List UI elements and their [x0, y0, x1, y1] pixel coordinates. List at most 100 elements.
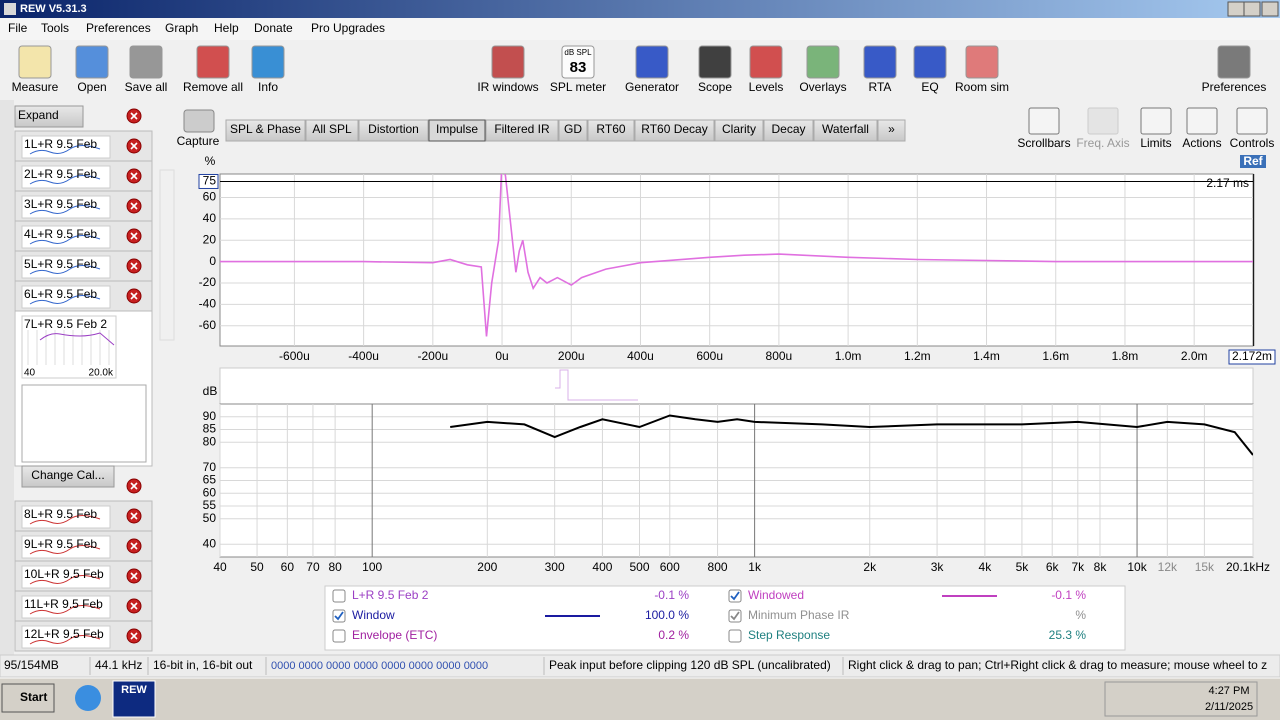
tab-label[interactable]: »	[888, 122, 895, 136]
tab[interactable]	[428, 119, 486, 142]
toolbar-icon[interactable]	[635, 45, 669, 79]
tab-label[interactable]: GD	[564, 122, 582, 136]
ref-label[interactable]: Ref	[1243, 154, 1263, 168]
tool-label[interactable]: Actions	[1182, 136, 1221, 150]
toolbar-label[interactable]: Info	[258, 80, 278, 94]
toolbar-icon[interactable]	[491, 45, 525, 79]
change-cal-button[interactable]	[21, 465, 115, 488]
tab[interactable]	[763, 119, 814, 142]
tab-label[interactable]: Waterfall	[822, 122, 869, 136]
toolbar-label[interactable]: Scope	[698, 80, 732, 94]
legend-name[interactable]: Minimum Phase IR	[748, 608, 850, 622]
toolbar-label[interactable]: Remove all	[183, 80, 243, 94]
legend-name[interactable]: L+R 9.5 Feb 2	[352, 588, 429, 602]
tool-icon[interactable]	[1028, 107, 1060, 135]
toolbar-icon[interactable]	[806, 45, 840, 79]
toolbar-label[interactable]: SPL meter	[550, 80, 606, 94]
toolbar-icon[interactable]	[75, 45, 109, 79]
toolbar-label[interactable]: Open	[77, 80, 106, 94]
legend-checkbox[interactable]	[332, 629, 346, 643]
toolbar-icon[interactable]	[129, 45, 163, 79]
menu-item[interactable]: Preferences	[86, 21, 151, 35]
legend-checkbox[interactable]	[728, 589, 742, 603]
legend-name[interactable]: Step Response	[748, 628, 830, 642]
expand-button[interactable]	[14, 105, 84, 128]
tool-label[interactable]: Controls	[1230, 136, 1275, 150]
legend-checkbox[interactable]	[728, 629, 742, 643]
toolbar-label[interactable]: Levels	[749, 80, 784, 94]
legend-checkbox[interactable]	[332, 589, 346, 603]
toolbar-label[interactable]: Save all	[125, 80, 168, 94]
toolbar-icon[interactable]	[913, 45, 947, 79]
toolbar-label[interactable]: Preferences	[1202, 80, 1267, 94]
tab[interactable]	[587, 119, 635, 142]
tab[interactable]	[558, 119, 588, 142]
start-label[interactable]: Start	[20, 690, 47, 704]
toolbar-icon[interactable]	[698, 45, 732, 79]
browser-icon[interactable]	[75, 685, 101, 711]
legend-checkbox[interactable]	[332, 609, 346, 623]
toolbar-icon[interactable]	[863, 45, 897, 79]
tab[interactable]	[634, 119, 715, 142]
toolbar-label[interactable]: EQ	[921, 80, 938, 94]
legend-name[interactable]: Window	[352, 608, 395, 622]
tool-label[interactable]: Limits	[1140, 136, 1171, 150]
toolbar-icon[interactable]	[965, 45, 999, 79]
tab-label[interactable]: Decay	[771, 122, 805, 136]
toolbar-icon[interactable]	[1217, 45, 1251, 79]
toolbar-label[interactable]: Overlays	[799, 80, 846, 94]
menu-item[interactable]: File	[8, 21, 28, 35]
tab-label[interactable]: RT60 Decay	[641, 122, 707, 136]
toolbar-icon[interactable]	[251, 45, 285, 79]
tab[interactable]	[813, 119, 878, 142]
tool-icon[interactable]	[1140, 107, 1172, 135]
menu-item[interactable]: Tools	[41, 21, 69, 35]
tab-label[interactable]: SPL & Phase	[230, 122, 301, 136]
tool-label[interactable]: Scrollbars	[1017, 136, 1070, 150]
tab[interactable]	[305, 119, 359, 142]
tab-label[interactable]: Distortion	[368, 122, 419, 136]
tab[interactable]	[225, 119, 306, 142]
menu-item[interactable]: Donate	[254, 21, 293, 35]
legend-checkbox[interactable]	[728, 609, 742, 623]
toolbar-icon[interactable]	[561, 45, 595, 79]
toolbar-label[interactable]: IR windows	[477, 80, 538, 94]
notes-box[interactable]	[21, 384, 147, 463]
toolbar-icon[interactable]	[18, 45, 52, 79]
capture-icon[interactable]	[183, 109, 215, 133]
tool-icon[interactable]	[1087, 107, 1119, 135]
toolbar-label[interactable]: RTA	[869, 80, 892, 94]
tab-label[interactable]: Clarity	[722, 122, 756, 136]
tab[interactable]	[877, 119, 906, 142]
menu-item[interactable]: Pro Upgrades	[311, 21, 385, 35]
toolbar-icon[interactable]	[196, 45, 230, 79]
minimize[interactable]	[1227, 1, 1245, 17]
close[interactable]	[1261, 1, 1279, 17]
tab[interactable]	[485, 119, 559, 142]
menu-item[interactable]: Graph	[165, 21, 198, 35]
tool-icon[interactable]	[1236, 107, 1268, 135]
capture-label[interactable]: Capture	[177, 134, 220, 148]
restore[interactable]	[1243, 1, 1261, 17]
start-button[interactable]	[1, 683, 55, 713]
tab-label[interactable]: Filtered IR	[494, 122, 550, 136]
expand-label[interactable]: Expand	[18, 108, 59, 122]
legend-name[interactable]: Envelope (ETC)	[352, 628, 437, 642]
change-cal-label[interactable]: Change Cal...	[31, 468, 104, 482]
ref-badge[interactable]	[1240, 155, 1266, 168]
tab-label[interactable]: All SPL	[312, 122, 352, 136]
toolbar-label[interactable]: Room sim	[955, 80, 1009, 94]
toolbar-label[interactable]: Generator	[625, 80, 679, 94]
tab[interactable]	[358, 119, 429, 142]
menu-item[interactable]: Help	[214, 21, 239, 35]
tool-label[interactable]: Freq. Axis	[1076, 136, 1129, 150]
tab[interactable]	[714, 119, 764, 142]
app-button[interactable]	[112, 680, 156, 718]
tool-icon[interactable]	[1186, 107, 1218, 135]
tab-label[interactable]: Impulse	[436, 122, 478, 136]
tab-label[interactable]: RT60	[596, 122, 625, 136]
toolbar-icon[interactable]	[749, 45, 783, 79]
toolbar-label[interactable]: Measure	[12, 80, 59, 94]
app-label[interactable]: REW	[121, 684, 147, 696]
legend-name[interactable]: Windowed	[748, 588, 804, 602]
